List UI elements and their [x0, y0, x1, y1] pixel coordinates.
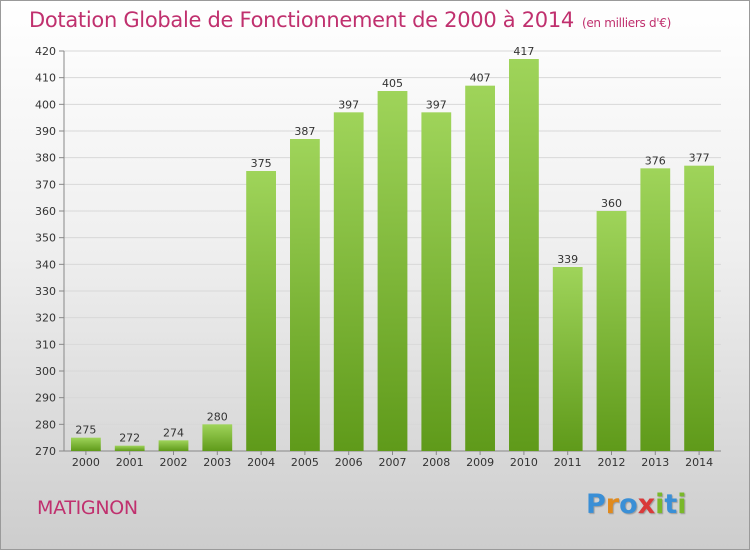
bar-2002	[158, 440, 189, 451]
data-label-2010: 417	[513, 45, 534, 58]
chart-subtitle: (en milliers d'€)	[581, 16, 671, 30]
x-tick-label-2005: 2005	[291, 456, 319, 469]
x-tick-label-2008: 2008	[422, 456, 450, 469]
bar-2008	[421, 112, 452, 451]
y-tick-label: 370	[35, 178, 56, 191]
y-tick-label: 310	[35, 338, 56, 351]
bar-2010	[509, 59, 539, 451]
chart-title-text: Dotation Globale de Fonctionnement de 20…	[29, 8, 574, 32]
bar-2014	[684, 165, 714, 451]
y-tick-label: 420	[35, 45, 56, 58]
data-label-2005: 387	[294, 125, 315, 138]
data-label-2006: 397	[338, 98, 359, 111]
y-tick-label: 290	[35, 392, 56, 405]
commune-name: MATIGNON	[37, 497, 138, 519]
data-label-2011: 339	[557, 253, 578, 266]
y-tick-label: 400	[35, 98, 56, 111]
x-tick-label-2003: 2003	[203, 456, 231, 469]
y-tick-label: 340	[35, 258, 56, 271]
logo-letter: x	[637, 489, 656, 520]
bar-2009	[465, 85, 495, 452]
x-tick-label-2001: 2001	[116, 456, 144, 469]
bar-2011	[552, 267, 583, 451]
y-tick-label: 300	[35, 365, 56, 378]
data-label-2002: 274	[163, 426, 184, 439]
x-tick-label-2006: 2006	[335, 456, 363, 469]
bar-2000	[71, 437, 101, 451]
logo-letter: i	[655, 489, 665, 520]
data-label-2013: 376	[645, 154, 666, 167]
bar-2013	[640, 168, 671, 452]
data-label-2009: 407	[470, 72, 491, 85]
data-label-2012: 360	[601, 197, 622, 210]
y-tick-label: 350	[35, 232, 56, 245]
data-label-2004: 375	[251, 157, 272, 170]
y-tick-label: 390	[35, 125, 56, 138]
labels: 270 280 290 300 310 320 330 340 350 360 370 380 390 4…	[35, 45, 713, 469]
bars	[71, 59, 714, 452]
data-label-2000: 275	[75, 424, 96, 437]
data-label-2003: 280	[207, 410, 228, 423]
data-label-2008: 397	[426, 98, 447, 111]
y-tick-label: 380	[35, 152, 56, 165]
y-tick-label: 410	[35, 72, 56, 85]
bar-2006	[333, 112, 364, 451]
logo-letter: r	[605, 489, 620, 520]
logo-letter: P	[586, 489, 606, 520]
bar-2012	[596, 211, 627, 451]
logo-letter: i	[677, 489, 687, 520]
x-tick-label-2011: 2011	[554, 456, 582, 469]
y-tick-label: 320	[35, 312, 56, 325]
x-tick-label-2000: 2000	[72, 456, 100, 469]
x-tick-label-2014: 2014	[685, 456, 713, 469]
x-tick-label-2002: 2002	[160, 456, 188, 469]
chart-title: Dotation Globale de Fonctionnement de 20…	[29, 8, 671, 32]
y-tick-label: 360	[35, 205, 56, 218]
bar-2007	[377, 91, 408, 451]
y-tick-label: 330	[35, 285, 56, 298]
bar-2005	[290, 139, 320, 451]
x-tick-label-2010: 2010	[510, 456, 538, 469]
data-label-2007: 405	[382, 77, 403, 90]
data-label-2014: 377	[689, 152, 710, 165]
y-tick-label: 270	[35, 445, 56, 458]
x-tick-label-2012: 2012	[598, 456, 626, 469]
logo-letter: t	[664, 489, 678, 520]
x-tick-label-2013: 2013	[641, 456, 669, 469]
x-tick-label-2007: 2007	[379, 456, 407, 469]
data-label-2001: 272	[119, 432, 140, 445]
bar-2004	[246, 171, 276, 451]
x-tick-label-2009: 2009	[466, 456, 494, 469]
x-tick-label-2004: 2004	[247, 456, 275, 469]
proxiti-logo: Proxiti	[586, 489, 687, 520]
bar-2003	[202, 424, 233, 451]
logo-letter: o	[619, 489, 638, 520]
bar-2001	[114, 445, 145, 451]
y-tick-label: 280	[35, 418, 56, 431]
